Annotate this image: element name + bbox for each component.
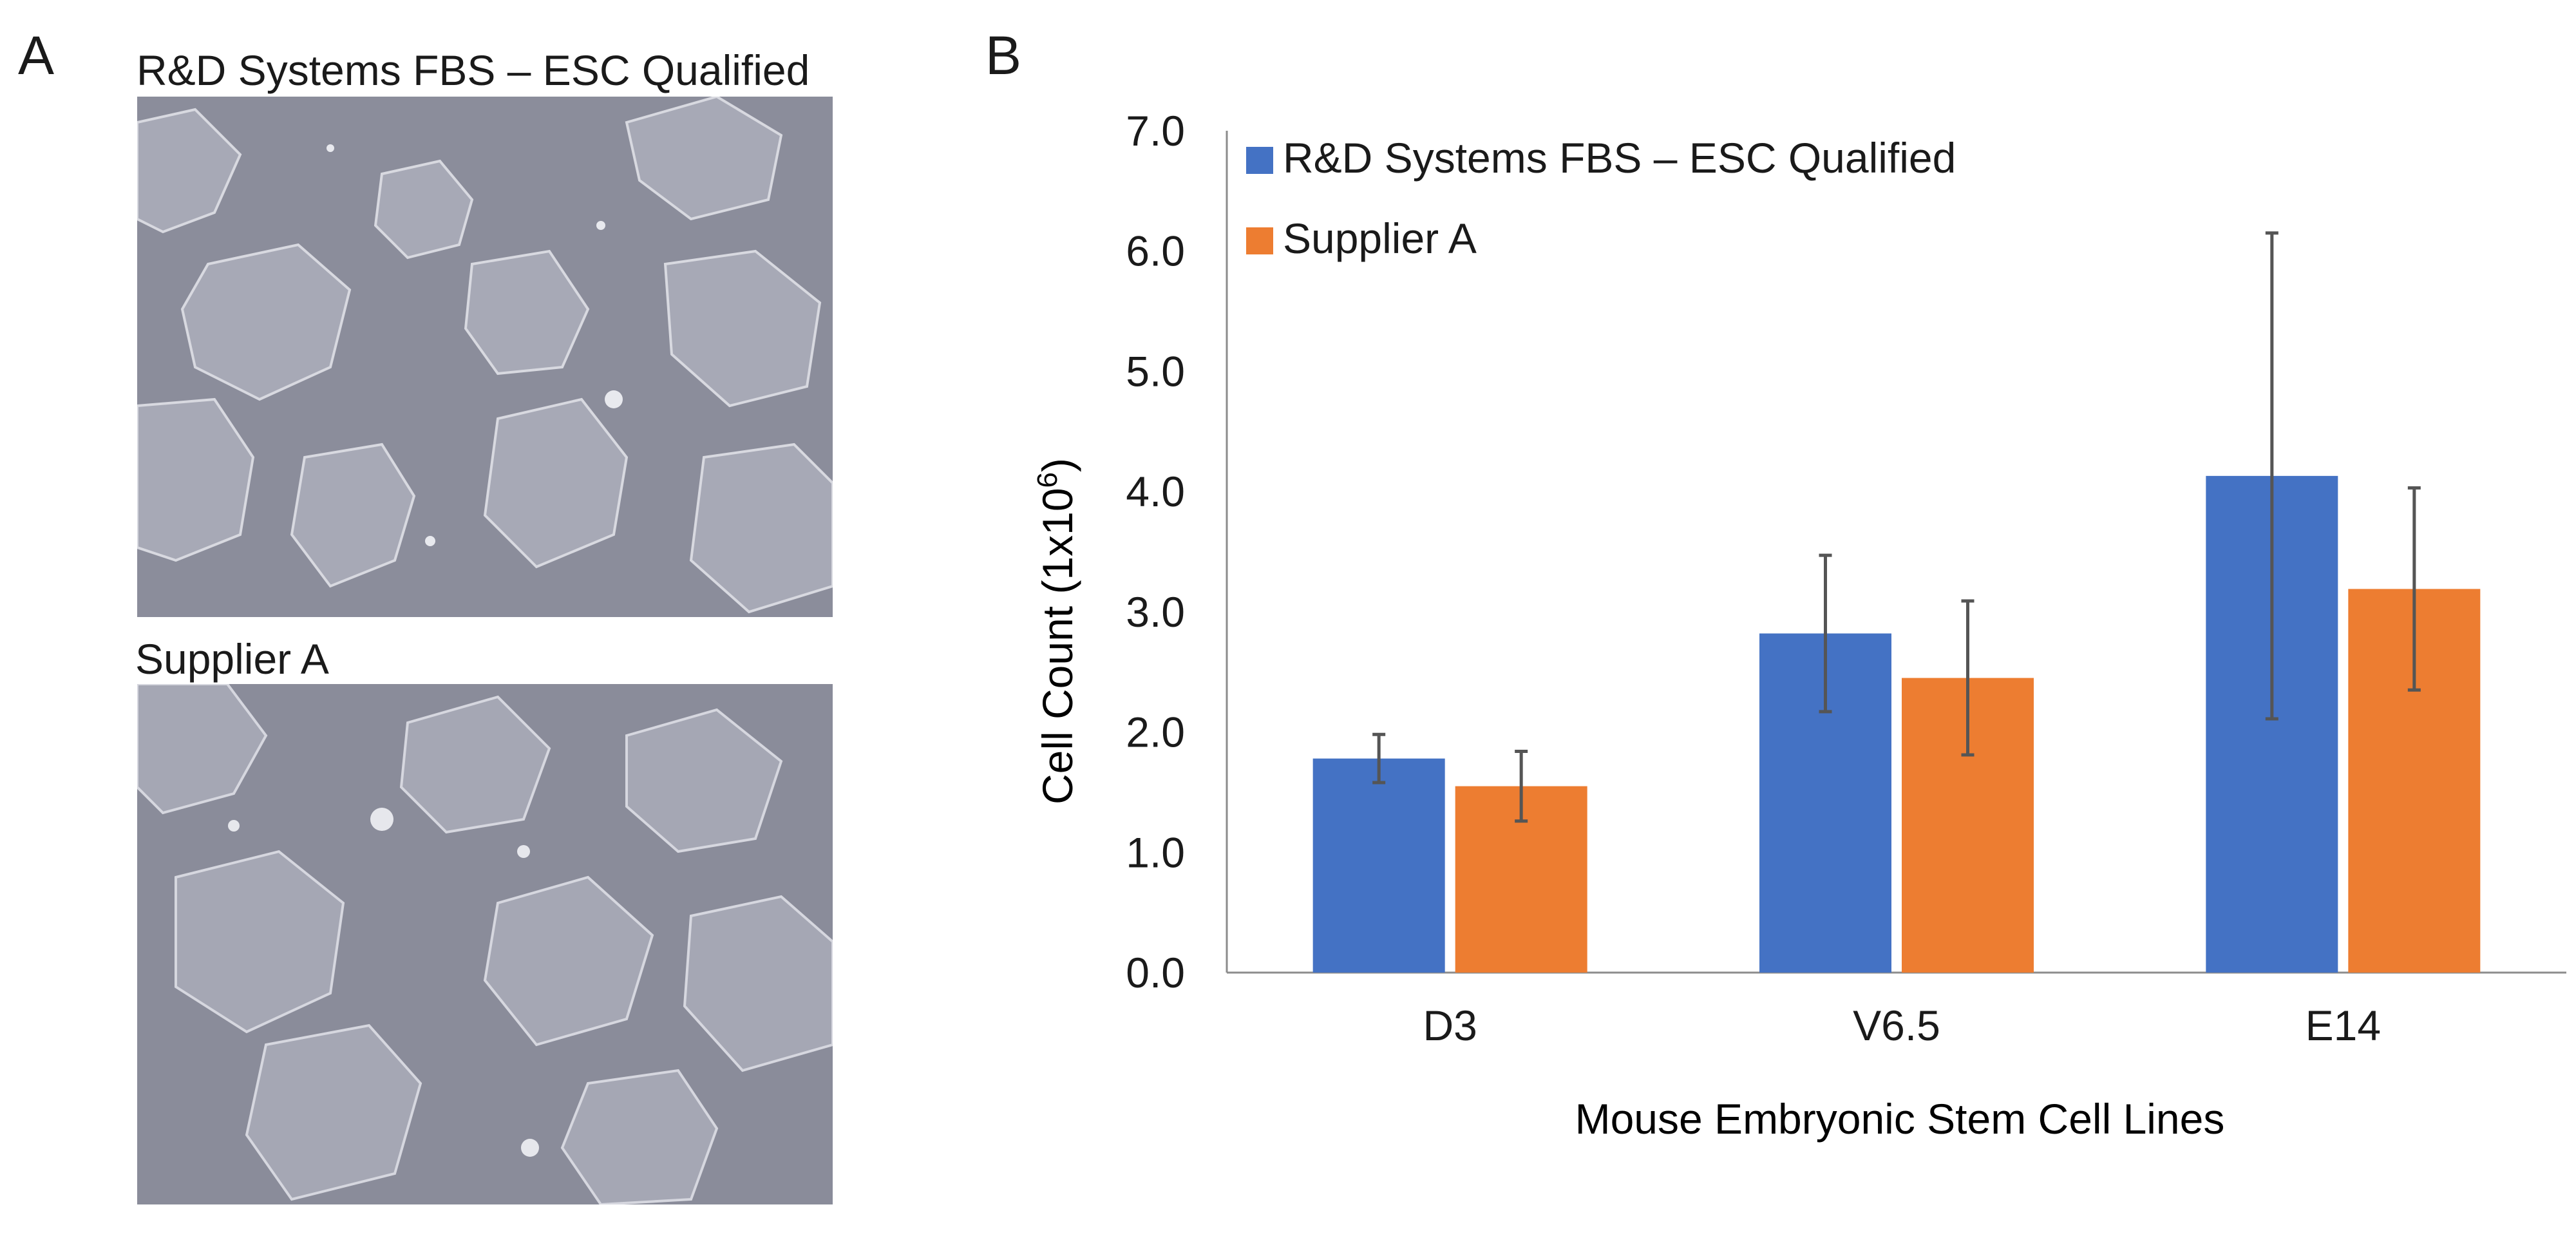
error-bar <box>2265 231 2278 721</box>
chart-bars <box>1312 475 2481 973</box>
chart-legend: R&D Systems FBS – ESC Qualified Supplier … <box>1246 134 1956 262</box>
legend-label: R&D Systems FBS – ESC Qualified <box>1283 134 1956 182</box>
micrograph-supplier-a-image <box>137 684 833 1204</box>
y-axis-title-suffix: ) <box>1034 458 1081 472</box>
x-tick-label: E14 <box>2306 1002 2381 1049</box>
bar-d3-series-1 <box>1312 758 1445 973</box>
legend-swatch <box>1246 227 1273 254</box>
y-tick-label: 2.0 <box>1126 709 1185 756</box>
y-axis-title: Cell Count (1x106) <box>1032 458 1082 804</box>
y-axis-title-prefix: Cell Count (1x10 <box>1034 488 1081 804</box>
y-tick-label: 7.0 <box>1126 107 1185 155</box>
panel-letter-a: A <box>18 25 55 86</box>
x-tick-label: D3 <box>1423 1002 1477 1049</box>
y-tick-label: 0.0 <box>1126 949 1185 996</box>
chart-axes <box>1226 131 2566 974</box>
y-tick-label: 4.0 <box>1126 468 1185 515</box>
error-bar <box>2407 486 2421 692</box>
error-bar <box>1819 553 1832 714</box>
error-bars <box>1372 231 2421 823</box>
error-bar <box>1961 599 1975 757</box>
y-tick-label: 5.0 <box>1126 347 1185 395</box>
y-tick-label: 3.0 <box>1126 588 1185 636</box>
legend-swatch <box>1246 147 1273 174</box>
y-tick-label: 6.0 <box>1126 227 1185 275</box>
x-axis-title: Mouse Embryonic Stem Cell Lines <box>1575 1095 2225 1143</box>
micrograph-rd-systems-image <box>137 97 833 617</box>
error-bar <box>1372 732 1386 785</box>
y-axis-title-exponent: 6 <box>1032 472 1063 488</box>
x-tick-labels: D3 V6.5 E14 <box>1423 1002 2381 1049</box>
micrograph-supplier-a <box>137 684 833 1204</box>
legend-label: Supplier A <box>1283 214 1477 262</box>
panel-letter-b: B <box>985 25 1022 86</box>
micrograph-bottom-label: Supplier A <box>135 635 329 683</box>
micrograph-rd-systems <box>137 97 833 617</box>
x-tick-label: V6.5 <box>1853 1002 1940 1049</box>
y-tick-label: 1.0 <box>1126 828 1185 876</box>
error-bar <box>1515 749 1528 823</box>
y-tick-labels: 0.0 1.0 2.0 3.0 4.0 5.0 6.0 7.0 <box>1126 107 1185 996</box>
micrograph-top-label: R&D Systems FBS – ESC Qualified <box>137 46 810 94</box>
